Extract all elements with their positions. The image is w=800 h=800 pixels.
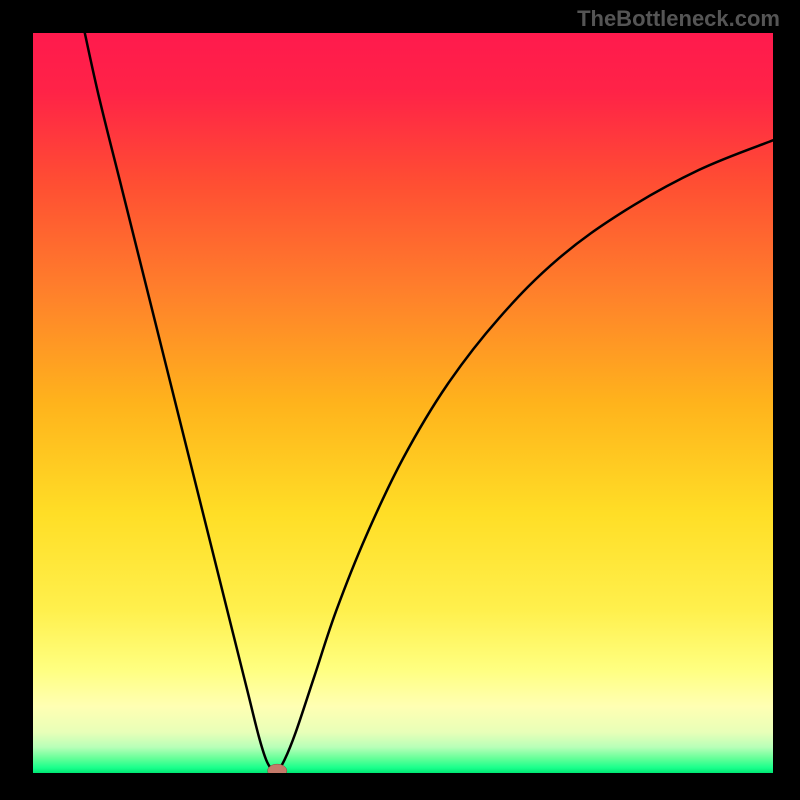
bottleneck-curve — [85, 33, 773, 771]
optimum-marker — [268, 764, 287, 773]
watermark-text: TheBottleneck.com — [577, 6, 780, 32]
chart-curve-layer — [33, 33, 773, 773]
chart-plot-area — [33, 33, 773, 773]
